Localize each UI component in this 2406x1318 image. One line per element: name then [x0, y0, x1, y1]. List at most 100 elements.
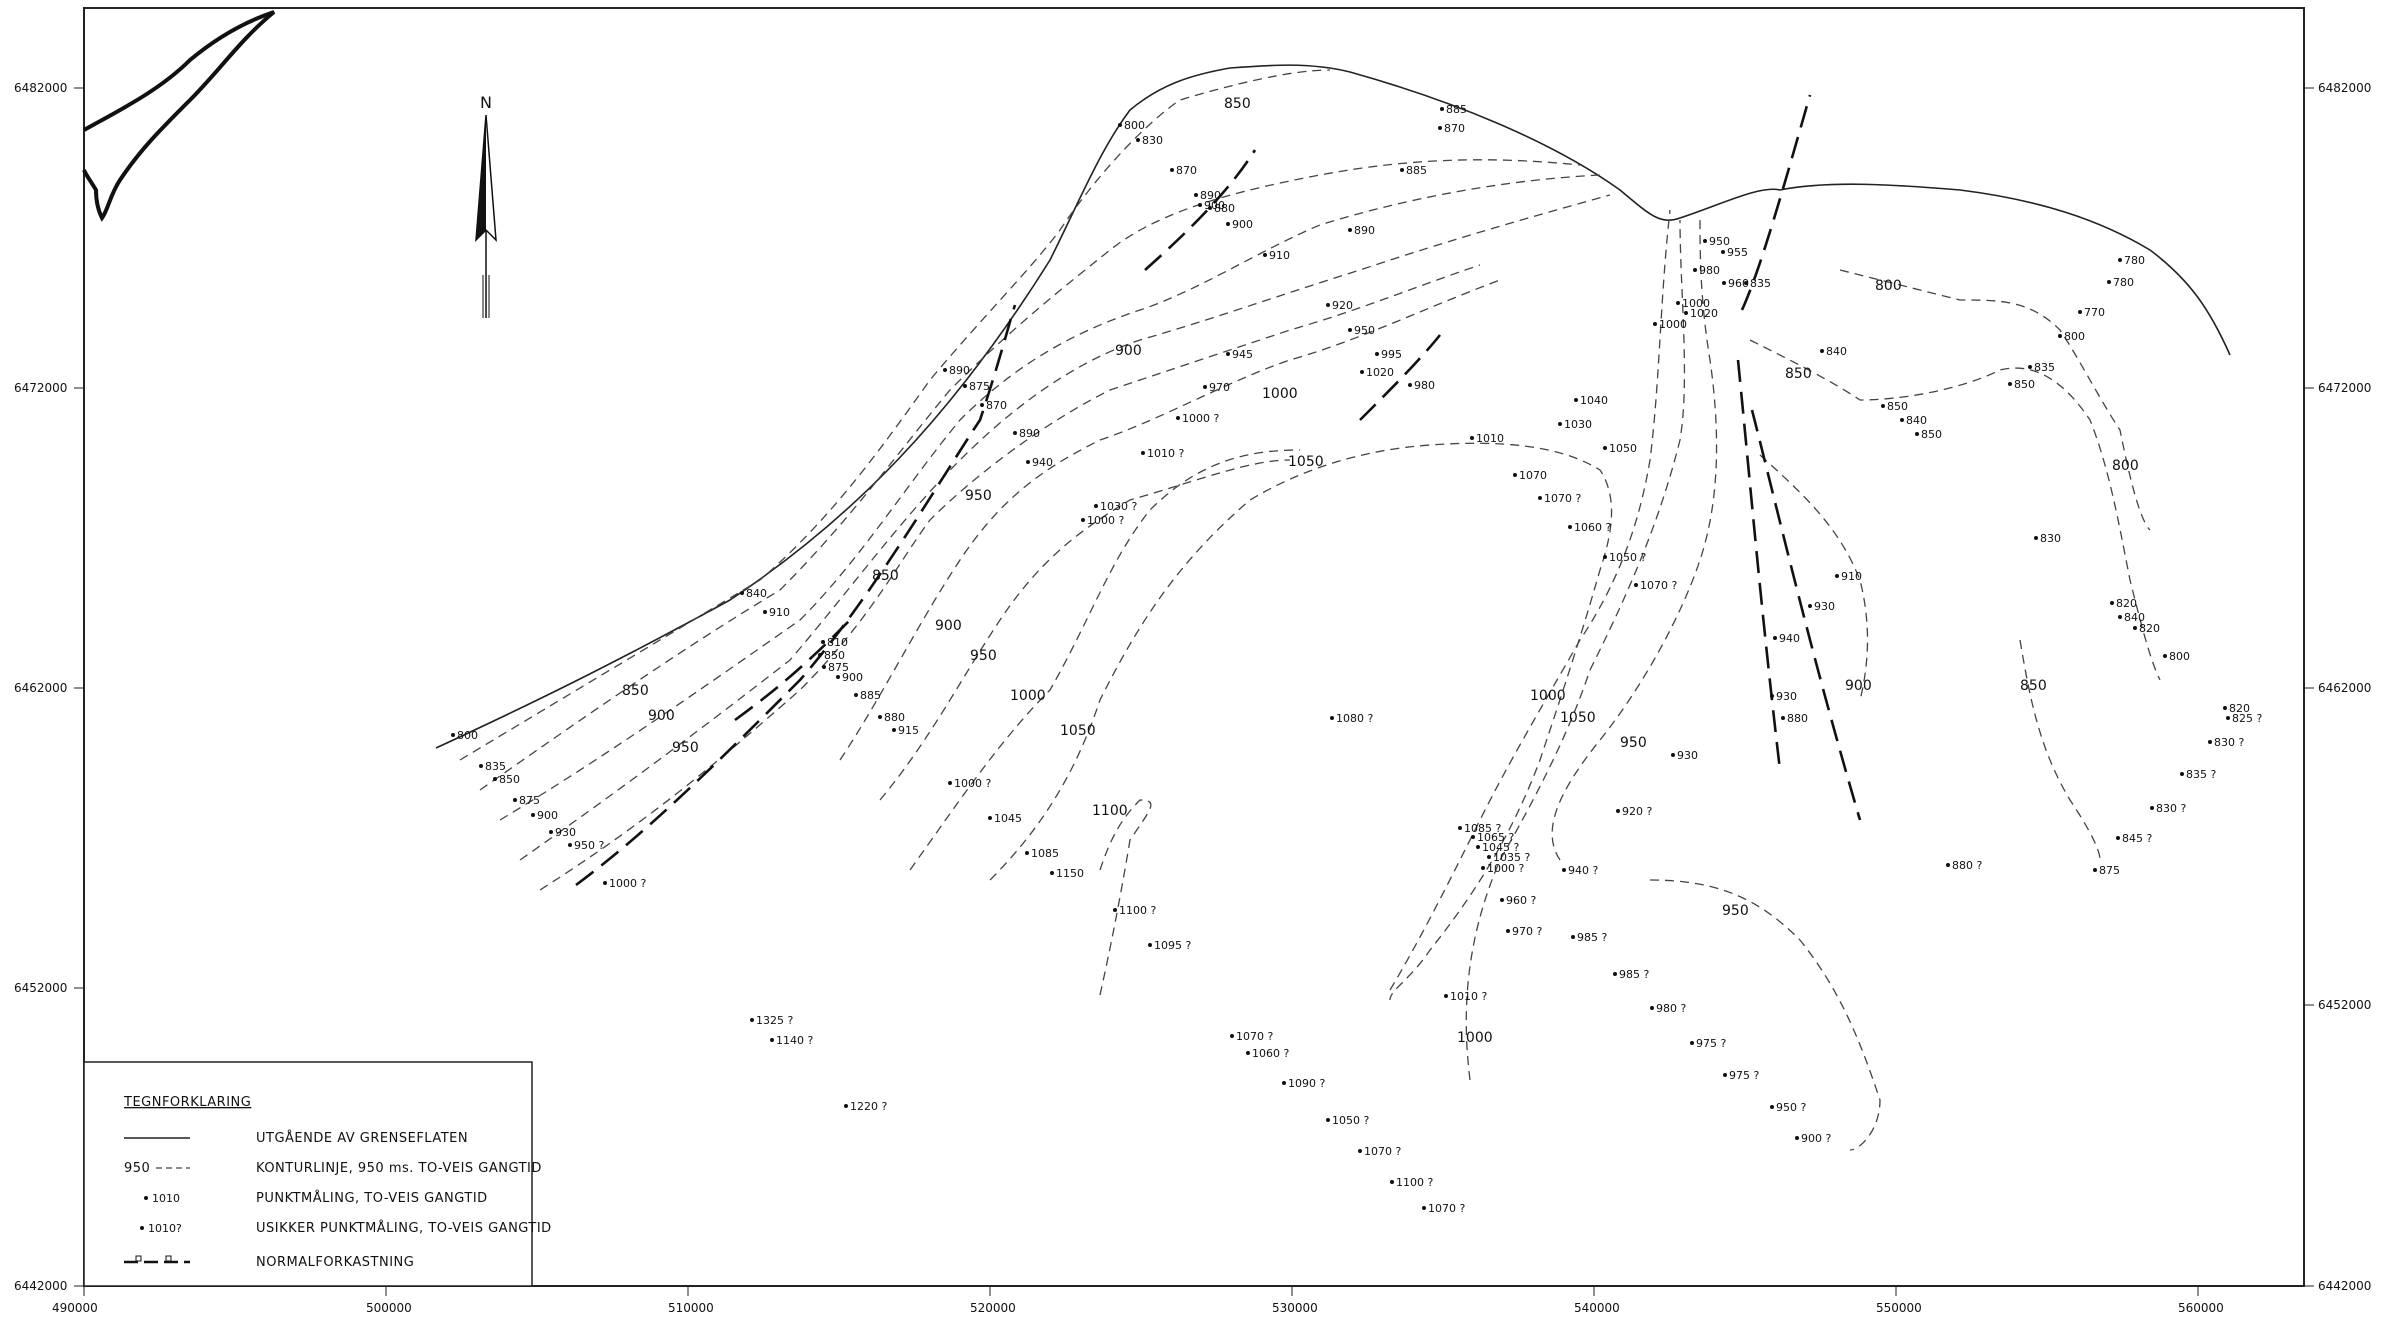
point-label: 1000 ?: [1087, 514, 1124, 527]
point-marker: [818, 653, 822, 657]
map-frame: [83, 7, 2305, 1287]
point-label: 900: [1232, 218, 1253, 231]
point-label: 980: [1414, 379, 1435, 392]
point-marker: [1795, 1136, 1799, 1140]
point-marker: [1170, 168, 1174, 172]
point-label: 1060 ?: [1574, 521, 1611, 534]
point-marker: [963, 384, 967, 388]
point-label: 875: [828, 661, 849, 674]
point-marker: [1094, 504, 1098, 508]
legend-item-label: PUNKTMÅLING, TO-VEIS GANGTID: [256, 1190, 488, 1206]
contour-label: 950: [672, 740, 699, 756]
north-arrow: N: [475, 93, 497, 318]
contour-label: 800: [1875, 278, 1902, 294]
point-label: 1030 ?: [1100, 500, 1137, 513]
point-marker: [1513, 473, 1517, 477]
point-marker: [1050, 871, 1054, 875]
point-label: 1220 ?: [850, 1100, 887, 1113]
point-marker: [1026, 460, 1030, 464]
point-marker: [750, 1018, 754, 1022]
point-marker: [2058, 334, 2062, 338]
point-marker: [1226, 352, 1230, 356]
point-marker: [2208, 740, 2212, 744]
point-label: 1010: [1476, 432, 1504, 445]
point-marker: [2116, 836, 2120, 840]
point-label: 830: [1142, 134, 1163, 147]
contour-label: 950: [970, 648, 997, 664]
point-label: 840: [746, 587, 767, 600]
contour-label: 1100: [1092, 803, 1128, 819]
point-label: 975 ?: [1729, 1069, 1759, 1082]
point-label: 1065 ?: [1477, 831, 1514, 844]
point-marker: [2028, 365, 2032, 369]
point-marker: [1558, 422, 1562, 426]
point-marker: [1360, 370, 1364, 374]
point-marker: [1808, 604, 1812, 608]
point-marker: [1148, 943, 1152, 947]
point-label: 980 ?: [1656, 1002, 1686, 1015]
point-marker: [1025, 851, 1029, 855]
point-marker: [1603, 555, 1607, 559]
point-marker: [1506, 929, 1510, 933]
contour-label: 850: [622, 683, 649, 699]
contour-label: 1050: [1288, 454, 1324, 470]
point-label: 930: [1677, 749, 1698, 762]
point-label: 820: [2116, 597, 2137, 610]
contour-label: 800: [2112, 458, 2139, 474]
point-label: 870: [1176, 164, 1197, 177]
point-label: 1150: [1056, 867, 1084, 880]
point-label: 1070: [1519, 469, 1547, 482]
point-label: 1070 ?: [1640, 579, 1677, 592]
point-marker: [1203, 385, 1207, 389]
point-marker: [1722, 281, 1726, 285]
point-marker: [1574, 398, 1578, 402]
point-marker: [2226, 716, 2230, 720]
point-marker: [1721, 250, 1725, 254]
point-label: 930: [1776, 690, 1797, 703]
x-tick-label: 540000: [1574, 1301, 1620, 1315]
y-axis: [74, 87, 2314, 1287]
point-marker: [1703, 239, 1707, 243]
point-label: 1010 ?: [1147, 447, 1184, 460]
point-marker: [1194, 193, 1198, 197]
point-label: 915: [898, 724, 919, 737]
point-label: 970: [1209, 381, 1230, 394]
point-marker: [2118, 258, 2122, 262]
point-label: 985 ?: [1619, 968, 1649, 981]
y-tick-label: 6482000: [14, 81, 67, 95]
point-label: 1100 ?: [1119, 904, 1156, 917]
point-label: 800: [2064, 330, 2085, 343]
point-marker: [836, 675, 840, 679]
contour-label: 900: [1845, 678, 1872, 694]
point-marker: [1081, 518, 1085, 522]
point-label: 835: [485, 760, 506, 773]
point-marker: [1676, 301, 1680, 305]
point-marker: [1375, 352, 1379, 356]
legend-item-label: NORMALFORKASTNING: [256, 1255, 414, 1270]
x-axis: [83, 1286, 2199, 1296]
point-marker: [1881, 404, 1885, 408]
point-label: 920 ?: [1622, 805, 1652, 818]
x-tick-label: 550000: [1876, 1301, 1922, 1315]
point-marker: [822, 665, 826, 669]
point-marker: [1773, 636, 1777, 640]
point-label: 1045: [994, 812, 1022, 825]
legend: TEGNFORKLARING UTGÅENDE AV GRENSEFLATEN …: [83, 1061, 551, 1287]
contour-label: 850: [1785, 366, 1812, 382]
point-marker: [1820, 349, 1824, 353]
point-label: 1050: [1609, 442, 1637, 455]
point-label: 940: [1779, 632, 1800, 645]
point-marker: [1282, 1081, 1286, 1085]
y-tick-label: 6442000: [14, 1279, 67, 1293]
point-marker: [1118, 123, 1122, 127]
point-marker: [1408, 383, 1412, 387]
point-marker: [513, 798, 517, 802]
point-label: 1325 ?: [756, 1014, 793, 1027]
point-marker: [988, 816, 992, 820]
point-label: 1090 ?: [1288, 1077, 1325, 1090]
point-label: 960: [1728, 277, 1749, 290]
point-marker: [2078, 310, 2082, 314]
point-label: 880: [1787, 712, 1808, 725]
point-marker: [740, 591, 744, 595]
point-label: 890: [1354, 224, 1375, 237]
